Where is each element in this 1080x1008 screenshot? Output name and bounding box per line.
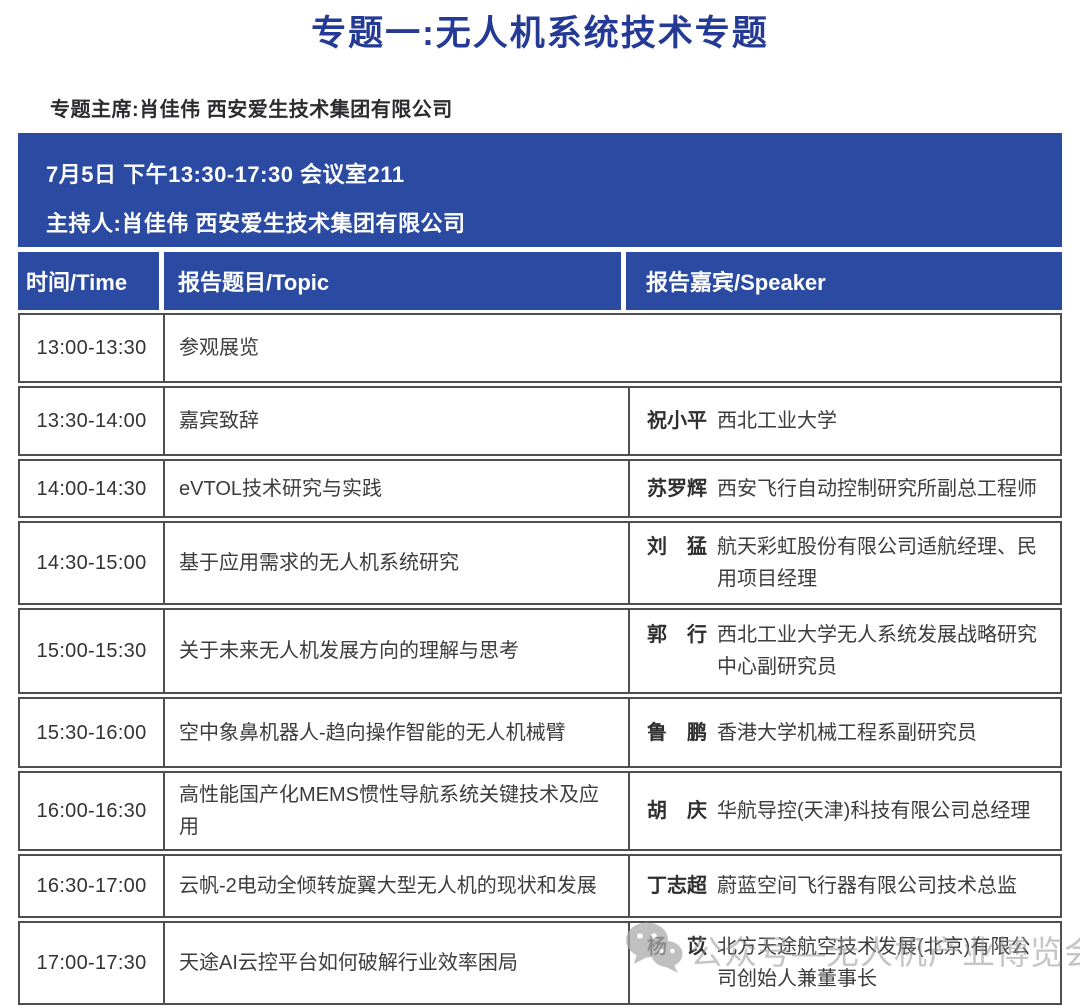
table-row: 13:00-13:30 参观展览 xyxy=(18,313,1062,383)
speaker-affiliation: 西安飞行自动控制研究所副总工程师 xyxy=(717,477,1037,500)
time-cell: 13:00-13:30 xyxy=(36,337,147,359)
table-row: 14:30-15:00 基于应用需求的无人机系统研究 刘 猛 航天彩虹股份有限公… xyxy=(18,521,1062,605)
topic-cell: 嘉宾致辞 xyxy=(163,388,628,454)
speaker-name: 祝小平 xyxy=(647,410,707,432)
speaker-affiliation: 香港大学机械工程系副研究员 xyxy=(717,721,977,744)
time-cell: 16:00-16:30 xyxy=(36,800,147,822)
topic-cell: eVTOL技术研究与实践 xyxy=(163,461,628,516)
page-title: 专题一:无人机系统技术专题 xyxy=(311,14,769,53)
speaker-cell: 刘 猛 航天彩虹股份有限公司适航经理、民用项目经理 xyxy=(628,523,1060,603)
time-cell: 14:30-15:00 xyxy=(36,552,147,574)
schedule-table-header: 时间/Time 报告题目/Topic 报告嘉宾/Speaker xyxy=(18,252,1062,310)
speaker-cell: 丁志超 蔚蓝空间飞行器有限公司技术总监 xyxy=(628,856,1060,916)
speaker-affiliation: 蔚蓝空间飞行器有限公司技术总监 xyxy=(717,875,1017,897)
speaker-name: 鲁 鹏 xyxy=(647,721,707,744)
table-row: 17:00-17:30 天途AI云控平台如何破解行业效率困局 杨 苡 北方天途航… xyxy=(18,921,1062,1005)
schedule-table-body: 13:00-13:30 参观展览 13:30-14:00 嘉宾致辞 祝小平 西北… xyxy=(18,313,1062,1008)
speaker-affiliation: 西北工业大学 xyxy=(717,410,837,432)
speaker-name: 丁志超 xyxy=(647,875,707,897)
time-cell: 16:30-17:00 xyxy=(36,875,147,897)
session-datetime-room: 7月5日 下午13:30-17:30 会议室211 xyxy=(46,162,405,187)
table-row: 13:30-14:00 嘉宾致辞 祝小平 西北工业大学 xyxy=(18,386,1062,456)
table-row: 16:00-16:30 高性能国产化MEMS惯性导航系统关键技术及应用 胡 庆 … xyxy=(18,771,1062,851)
session-host: 主持人:肖佳伟 西安爱生技术集团有限公司 xyxy=(46,211,466,236)
speaker-name: 郭 行 xyxy=(647,624,707,646)
speaker-cell: 郭 行 西北工业大学无人系统发展战略研究中心副研究员 xyxy=(628,610,1060,692)
table-row: 14:00-14:30 eVTOL技术研究与实践 苏罗辉 西安飞行自动控制研究所… xyxy=(18,459,1062,518)
speaker-affiliation: 北方天途航空技术发展(北京)有限公司创始人兼董事长 xyxy=(717,936,1031,990)
time-cell: 15:30-16:00 xyxy=(36,721,147,744)
topic-cell: 参观展览 xyxy=(163,315,1060,381)
time-cell: 13:30-14:00 xyxy=(36,410,147,432)
speaker-affiliation: 航天彩虹股份有限公司适航经理、民用项目经理 xyxy=(717,536,1037,590)
column-header-speaker: 报告嘉宾/Speaker xyxy=(626,252,1062,310)
speaker-affiliation: 西北工业大学无人系统发展战略研究中心副研究员 xyxy=(717,624,1037,678)
speaker-cell: 祝小平 西北工业大学 xyxy=(628,388,1060,454)
speaker-cell: 苏罗辉 西安飞行自动控制研究所副总工程师 xyxy=(628,461,1060,516)
topic-cell: 空中象鼻机器人-趋向操作智能的无人机械臂 xyxy=(163,699,628,766)
speaker-name: 杨 苡 xyxy=(647,936,707,958)
speaker-name: 刘 猛 xyxy=(647,536,707,558)
table-row: 15:30-16:00 空中象鼻机器人-趋向操作智能的无人机械臂 鲁 鹏 香港大… xyxy=(18,697,1062,768)
topic-cell: 天途AI云控平台如何破解行业效率困局 xyxy=(163,923,628,1003)
speaker-cell: 杨 苡 北方天途航空技术发展(北京)有限公司创始人兼董事长 xyxy=(628,923,1060,1003)
session-info-box: 7月5日 下午13:30-17:30 会议室211 主持人:肖佳伟 西安爱生技术… xyxy=(18,133,1062,247)
speaker-cell: 胡 庆 华航导控(天津)科技有限公司总经理 xyxy=(628,773,1060,849)
table-row: 16:30-17:00 云帆-2电动全倾转旋翼大型无人机的现状和发展 丁志超 蔚… xyxy=(18,854,1062,918)
column-header-topic: 报告题目/Topic xyxy=(164,252,621,310)
topic-cell: 高性能国产化MEMS惯性导航系统关键技术及应用 xyxy=(163,773,628,849)
speaker-name: 胡 庆 xyxy=(647,800,707,822)
time-cell: 15:00-15:30 xyxy=(36,640,147,662)
speaker-name: 苏罗辉 xyxy=(647,477,707,500)
time-cell: 14:00-14:30 xyxy=(36,477,147,500)
topic-cell: 基于应用需求的无人机系统研究 xyxy=(163,523,628,603)
column-header-time: 时间/Time xyxy=(18,252,159,310)
time-cell: 17:00-17:30 xyxy=(36,952,147,974)
session-chair-line: 专题主席:肖佳伟 西安爱生技术集团有限公司 xyxy=(50,99,453,121)
speaker-affiliation: 华航导控(天津)科技有限公司总经理 xyxy=(717,800,1031,822)
topic-cell: 云帆-2电动全倾转旋翼大型无人机的现状和发展 xyxy=(163,856,628,916)
speaker-cell: 鲁 鹏 香港大学机械工程系副研究员 xyxy=(628,699,1060,766)
topic-cell: 关于未来无人机发展方向的理解与思考 xyxy=(163,610,628,692)
table-row: 15:00-15:30 关于未来无人机发展方向的理解与思考 郭 行 西北工业大学… xyxy=(18,608,1062,694)
